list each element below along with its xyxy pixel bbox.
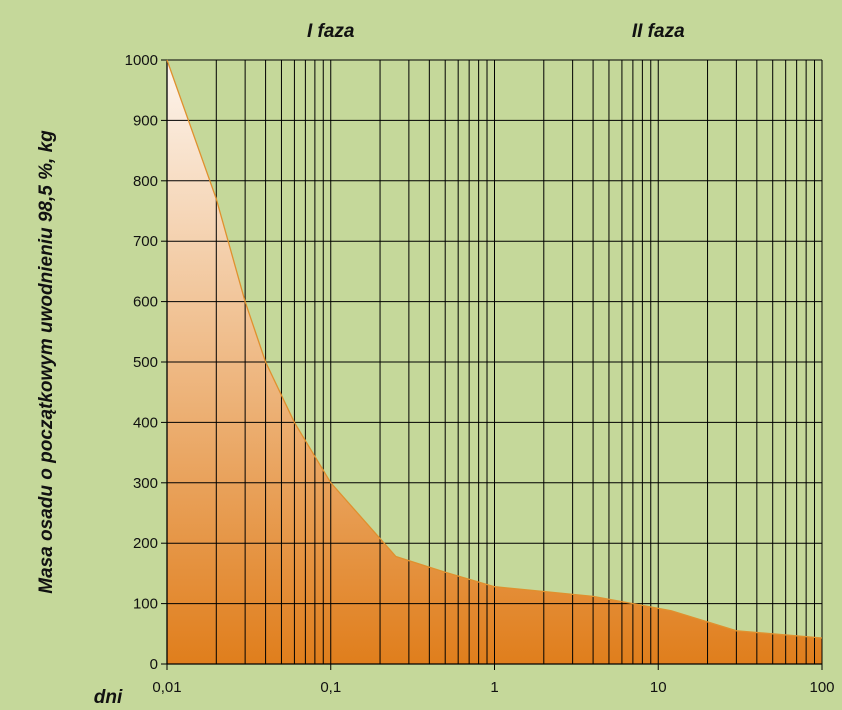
y-tick-label: 300 [133, 475, 158, 492]
series-line [166, 59, 823, 639]
x-tick-label: 0,01 [152, 679, 181, 696]
phase-label: I faza [307, 21, 355, 42]
y-axis-title: Masa osadu o początkowym uwodnieniu 98,5… [36, 130, 57, 594]
y-tick-label: 800 [133, 173, 158, 190]
y-tick-label: 1000 [125, 52, 158, 69]
y-tick-label: 0 [150, 656, 158, 673]
y-tick-label: 900 [133, 112, 158, 129]
x-tick-label: 1 [490, 679, 498, 696]
x-tick-label: 10 [650, 679, 667, 696]
phase-label: II faza [632, 21, 685, 42]
y-tick-label: 500 [133, 354, 158, 371]
y-tick-label: 700 [133, 233, 158, 250]
y-tick-label: 400 [133, 414, 158, 431]
y-tick-label: 200 [133, 535, 158, 552]
x-axis-title: dni [94, 687, 123, 708]
y-tick-label: 600 [133, 294, 158, 311]
x-tick-label: 100 [809, 679, 834, 696]
x-tick-label: 0,1 [320, 679, 341, 696]
y-tick-label: 100 [133, 596, 158, 613]
